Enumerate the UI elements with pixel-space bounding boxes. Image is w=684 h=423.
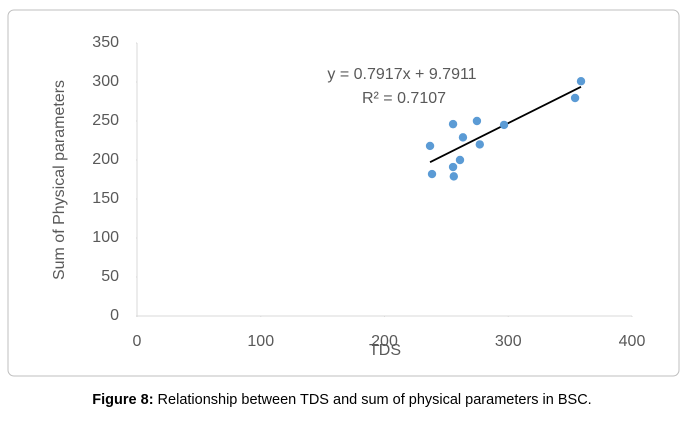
point: [449, 172, 458, 181]
y-tick-label: 250: [92, 112, 119, 129]
point: [448, 162, 458, 172]
point: [448, 119, 458, 129]
chart: TDS Sum of Physical parameters y = 0.791…: [7, 9, 680, 377]
x-tick-label: 300: [495, 333, 522, 350]
point: [458, 133, 468, 142]
trend-r2: R² = 0.7107: [362, 90, 446, 107]
x-axis-label: TDS: [369, 342, 401, 359]
point: [475, 140, 484, 149]
x-tick-label: 100: [247, 333, 274, 350]
x-tick-label: 400: [619, 333, 646, 350]
y-axis-label: Sum of Physical parameters: [51, 80, 68, 280]
y-tick-label: 300: [92, 73, 119, 90]
y-tick-label: 50: [101, 268, 119, 285]
caption: Figure 8: Relationship between TDS and s…: [0, 392, 684, 408]
point: [427, 169, 437, 179]
chart-border: [7, 9, 680, 377]
y-tick-label: 150: [92, 190, 119, 207]
point: [472, 116, 482, 126]
caption-label: Figure 8:: [92, 392, 154, 408]
point: [570, 93, 580, 103]
point: [576, 77, 586, 86]
point: [425, 141, 435, 151]
x-tick-label: 200: [371, 333, 398, 350]
x-tick-label: 0: [133, 333, 142, 350]
y-tick-label: 350: [92, 34, 119, 51]
point: [455, 155, 465, 165]
y-tick-label: 200: [92, 151, 119, 168]
caption-text: Relationship between TDS and sum of phys…: [153, 392, 592, 408]
point: [499, 120, 509, 130]
y-tick-label: 100: [92, 229, 119, 246]
trend-equation: y = 0.7917x + 9.7911: [327, 66, 476, 83]
y-tick-label: 0: [110, 307, 119, 324]
